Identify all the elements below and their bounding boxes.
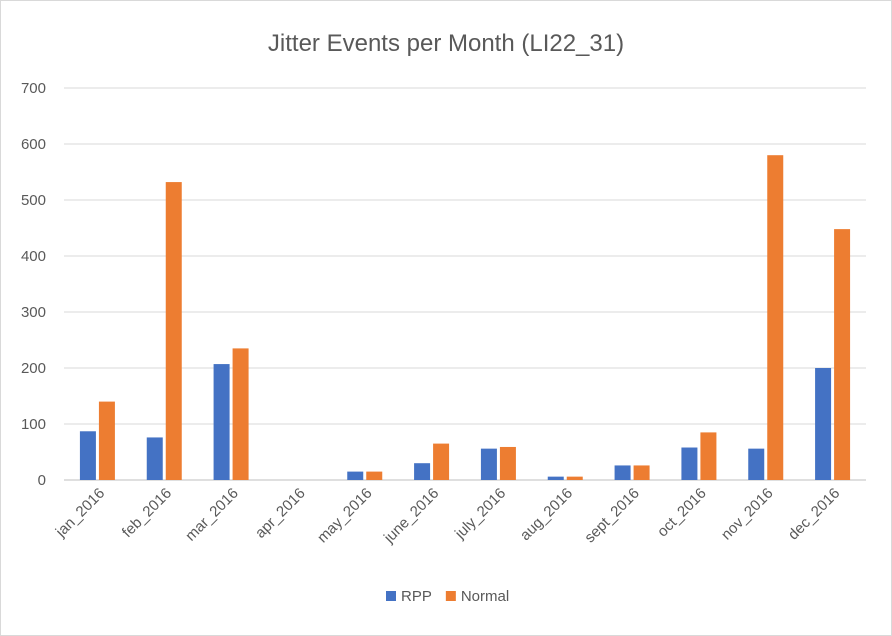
bar-normal-dec_2016 bbox=[834, 229, 851, 480]
x-tick-label: june_2016 bbox=[380, 485, 442, 547]
legend-swatch-normal bbox=[445, 591, 456, 601]
x-tick-label: dec_2016 bbox=[785, 485, 844, 544]
x-tick-label: jan_2016 bbox=[52, 485, 108, 541]
x-tick-label: nov_2016 bbox=[718, 485, 777, 544]
x-tick-label: mar_2016 bbox=[182, 485, 242, 545]
bar-normal-oct_2016 bbox=[700, 432, 717, 480]
x-tick-label: sept_2016 bbox=[581, 485, 643, 547]
legend-swatch-rpp bbox=[386, 591, 396, 601]
legend-label-normal: Normal bbox=[461, 588, 509, 605]
bar-rpp-may_2016 bbox=[347, 471, 364, 480]
bar-rpp-nov_2016 bbox=[748, 448, 765, 480]
x-tick-label: july_2016 bbox=[451, 485, 509, 543]
y-tick-label: 700 bbox=[21, 80, 46, 97]
bar-rpp-aug_2016 bbox=[547, 476, 564, 480]
bar-rpp-dec_2016 bbox=[815, 368, 832, 480]
bar-normal-jan_2016 bbox=[98, 401, 115, 480]
bar-rpp-june_2016 bbox=[414, 463, 431, 480]
y-tick-label: 300 bbox=[21, 304, 46, 321]
legend: RPP Normal bbox=[386, 588, 509, 605]
gridlines bbox=[64, 87, 866, 481]
y-axis-ticks: 0 100 200 300 400 500 600 700 bbox=[21, 80, 46, 489]
bar-normal-mar_2016 bbox=[232, 348, 249, 480]
bar-normal-may_2016 bbox=[366, 471, 383, 480]
y-tick-label: 600 bbox=[21, 136, 46, 153]
x-axis-ticks: jan_2016 feb_2016 mar_2016 apr_2016 may_2016… bbox=[52, 485, 844, 547]
bar-rpp-july_2016 bbox=[480, 448, 497, 480]
x-tick-label: aug_2016 bbox=[517, 485, 576, 544]
x-tick-label: apr_2016 bbox=[252, 485, 309, 542]
chart-title: Jitter Events per Month (LI22_31) bbox=[268, 30, 624, 57]
bar-normal-june_2016 bbox=[433, 443, 450, 480]
y-tick-label: 0 bbox=[38, 472, 46, 489]
bar-rpp-oct_2016 bbox=[681, 447, 698, 480]
y-tick-label: 500 bbox=[21, 192, 46, 209]
bar-rpp-jan_2016 bbox=[79, 431, 96, 480]
y-tick-label: 200 bbox=[21, 360, 46, 377]
y-tick-label: 100 bbox=[21, 416, 46, 433]
y-tick-label: 400 bbox=[21, 248, 46, 265]
bar-rpp-mar_2016 bbox=[213, 364, 230, 480]
bars bbox=[79, 155, 851, 480]
x-tick-label: feb_2016 bbox=[119, 485, 175, 541]
bar-normal-sept_2016 bbox=[633, 465, 650, 480]
bar-normal-aug_2016 bbox=[566, 476, 583, 480]
x-tick-label: oct_2016 bbox=[654, 485, 710, 541]
legend-label-rpp: RPP bbox=[401, 588, 432, 605]
bar-normal-july_2016 bbox=[499, 446, 516, 480]
bar-rpp-sept_2016 bbox=[614, 465, 631, 480]
x-tick-label: may_2016 bbox=[314, 485, 376, 547]
bar-normal-feb_2016 bbox=[165, 182, 182, 480]
bar-normal-nov_2016 bbox=[767, 155, 784, 480]
bar-rpp-feb_2016 bbox=[146, 437, 163, 480]
